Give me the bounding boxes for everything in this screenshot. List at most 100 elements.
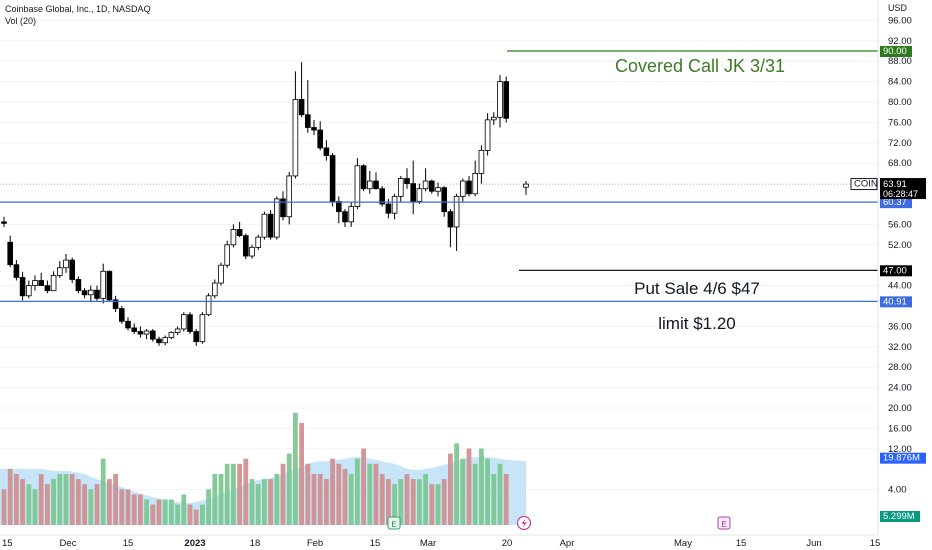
time-tick-label: Apr bbox=[560, 538, 575, 549]
candle bbox=[422, 180, 429, 190]
time-tick-label: 15 bbox=[370, 538, 381, 549]
chart-grid bbox=[0, 19, 878, 491]
candle bbox=[404, 178, 410, 184]
price-tick-label: 12.00 bbox=[888, 444, 912, 455]
price-tick-label: 28.00 bbox=[888, 362, 912, 373]
price-tick-label: 52.00 bbox=[888, 240, 912, 251]
volume-bar bbox=[94, 484, 100, 525]
candle bbox=[286, 175, 292, 218]
chart-title: Coinbase Global, Inc., 1D, NASDAQ bbox=[5, 4, 151, 14]
volume-bar bbox=[162, 499, 168, 525]
candle bbox=[50, 274, 57, 292]
volume-bar bbox=[268, 479, 273, 525]
volume-bar bbox=[286, 453, 292, 525]
candle bbox=[292, 99, 299, 177]
candle bbox=[174, 328, 181, 333]
candle bbox=[112, 299, 119, 309]
volume-bar bbox=[460, 458, 466, 525]
candle bbox=[106, 270, 113, 301]
volume-bar bbox=[417, 479, 422, 525]
earnings-event-1[interactable]: E bbox=[387, 516, 401, 530]
candle bbox=[416, 188, 423, 202]
volume-bar bbox=[305, 463, 311, 525]
candle bbox=[88, 289, 94, 296]
volume-bar bbox=[224, 463, 230, 525]
candle bbox=[335, 201, 342, 213]
volume-bar bbox=[51, 479, 56, 525]
volume-bar bbox=[485, 458, 490, 525]
covered-call-price-badge-bg bbox=[880, 46, 912, 57]
volume-bar bbox=[293, 412, 298, 525]
volume-indicator-label[interactable]: Vol (20) bbox=[5, 16, 37, 26]
volume-bar bbox=[26, 484, 32, 525]
volume-bar bbox=[243, 458, 249, 525]
volume-bar bbox=[119, 489, 125, 525]
price-tick-label: 84.00 bbox=[888, 77, 912, 88]
volume-bar bbox=[82, 484, 87, 525]
volume-bar bbox=[342, 468, 348, 525]
time-tick-label: 15 bbox=[2, 538, 13, 549]
candle bbox=[360, 165, 367, 190]
candle bbox=[100, 270, 107, 299]
price-axis[interactable]: 96.00 92.00 88.00 84.00 80.00 76.00 72.00 68.00… bbox=[877, 0, 912, 535]
support-upper-price-badge: 60.37 bbox=[883, 197, 907, 208]
volume-bar bbox=[491, 474, 497, 525]
volume-bar bbox=[144, 499, 149, 525]
limit-annotation[interactable]: limit $1.20 bbox=[658, 314, 735, 333]
time-tick-label: Jun bbox=[806, 538, 821, 549]
candle bbox=[523, 183, 529, 188]
volume-bar bbox=[330, 458, 335, 525]
time-tick-label: 15 bbox=[870, 538, 881, 549]
time-axis[interactable]: 15 Dec 15 2023 18 Feb 15 Mar 20 Apr May 15 Jun 15 bbox=[0, 534, 881, 549]
earnings-event-2[interactable]: E bbox=[717, 516, 731, 530]
volume-bar bbox=[7, 468, 13, 525]
volume-bar bbox=[218, 474, 224, 525]
candle bbox=[255, 236, 262, 248]
support-upper-price-badge-bg bbox=[880, 197, 912, 209]
volume-bar bbox=[472, 463, 478, 525]
support-lower-price-badge: 40.91 bbox=[883, 296, 907, 307]
volume-bar bbox=[423, 474, 428, 525]
candle bbox=[280, 198, 286, 218]
covered-call-annotation[interactable]: Covered Call JK 3/31 bbox=[615, 56, 785, 76]
dividend-lightning-icon[interactable] bbox=[516, 515, 532, 531]
candle bbox=[218, 264, 224, 284]
candle bbox=[224, 244, 231, 266]
volume-bar bbox=[76, 479, 81, 525]
candle bbox=[57, 267, 63, 276]
volume-bar bbox=[410, 479, 416, 525]
put-strike-price-badge: 47.00 bbox=[883, 265, 907, 276]
volume-bar bbox=[32, 489, 38, 525]
volume-bar bbox=[175, 504, 180, 525]
price-tick-label: 56.00 bbox=[888, 219, 912, 230]
candle bbox=[447, 211, 454, 228]
candle bbox=[273, 198, 280, 238]
candle bbox=[162, 337, 169, 344]
price-tick-label: 76.00 bbox=[888, 117, 912, 128]
volume-bar bbox=[336, 463, 342, 525]
volume-bar bbox=[212, 474, 218, 525]
time-tick-label: Dec bbox=[60, 538, 77, 549]
candle bbox=[131, 327, 138, 332]
candle bbox=[32, 280, 38, 286]
ticker-badge-bg bbox=[850, 178, 878, 191]
volume-bar bbox=[249, 479, 255, 525]
price-tick-label: 96.00 bbox=[888, 15, 912, 26]
currency-label: USD bbox=[888, 3, 908, 13]
volume-bar bbox=[156, 499, 162, 525]
volume-bar bbox=[200, 504, 205, 525]
volume-bar bbox=[100, 458, 106, 525]
price-tick-label: 72.00 bbox=[888, 138, 912, 149]
price-tick-label: 20.00 bbox=[888, 403, 912, 414]
time-tick-label: Feb bbox=[307, 538, 323, 549]
horizontal-levels[interactable] bbox=[0, 50, 878, 302]
candle bbox=[304, 114, 311, 128]
put-sale-annotation[interactable]: Put Sale 4/6 $47 bbox=[634, 279, 760, 298]
candle bbox=[187, 314, 193, 332]
candle bbox=[7, 241, 13, 266]
earnings-event-2-label: E bbox=[721, 520, 726, 529]
candle bbox=[81, 290, 88, 296]
volume-bar bbox=[193, 509, 199, 525]
